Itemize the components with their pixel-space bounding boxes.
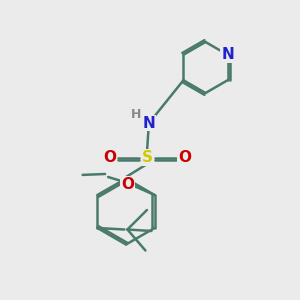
Text: O: O xyxy=(121,177,134,192)
Text: O: O xyxy=(103,150,116,165)
Text: S: S xyxy=(142,150,152,165)
Text: N: N xyxy=(142,116,155,130)
Text: O: O xyxy=(178,150,191,165)
Text: H: H xyxy=(130,107,141,121)
Text: N: N xyxy=(221,47,234,62)
